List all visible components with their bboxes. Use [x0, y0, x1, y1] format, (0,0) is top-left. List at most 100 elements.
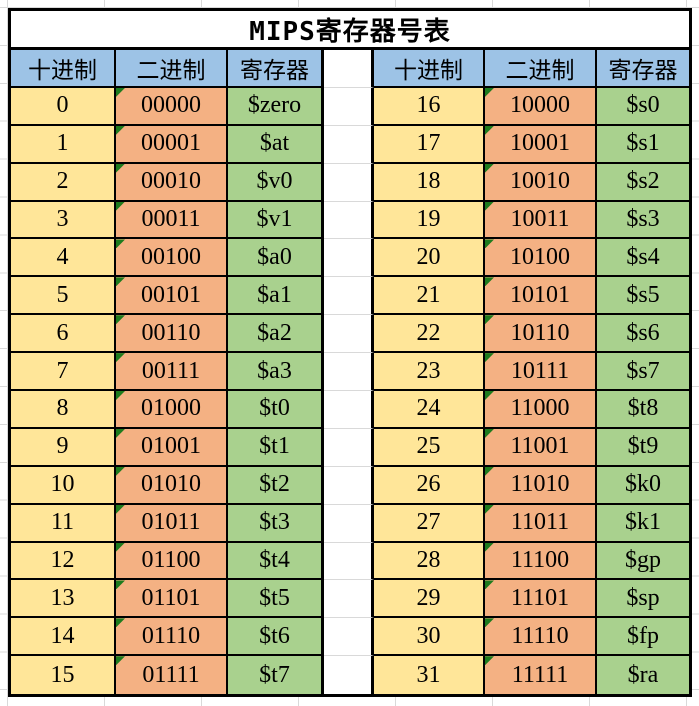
register-cell-left[interactable]: $t3 [228, 504, 324, 543]
gap-cell[interactable] [324, 656, 374, 695]
decimal-cell-right[interactable]: 26 [374, 466, 485, 505]
register-cell-left[interactable]: $a3 [228, 353, 324, 392]
binary-cell-left[interactable]: 01111 [116, 656, 228, 695]
binary-cell-right[interactable]: 10000 [485, 87, 597, 126]
decimal-cell-right[interactable]: 24 [374, 391, 485, 429]
binary-cell-right[interactable]: 11001 [485, 428, 597, 467]
decimal-cell-right[interactable]: 28 [374, 542, 485, 581]
decimal-cell-left[interactable]: 4 [11, 239, 116, 278]
binary-cell-left[interactable]: 00011 [116, 201, 228, 240]
header-register-left[interactable]: 寄存器 [228, 50, 324, 88]
decimal-cell-right[interactable]: 31 [374, 656, 485, 695]
decimal-cell-right[interactable]: 19 [374, 201, 485, 240]
register-cell-right[interactable]: $s3 [597, 201, 689, 240]
decimal-cell-right[interactable]: 25 [374, 428, 485, 467]
decimal-cell-left[interactable]: 7 [11, 353, 116, 392]
register-cell-left[interactable]: $t6 [228, 618, 324, 657]
binary-cell-right[interactable]: 11011 [485, 504, 597, 543]
binary-cell-right[interactable]: 11100 [485, 542, 597, 581]
register-cell-left[interactable]: $a1 [228, 277, 324, 316]
binary-cell-right[interactable]: 10110 [485, 315, 597, 354]
gap-cell[interactable] [324, 542, 374, 581]
decimal-cell-left[interactable]: 11 [11, 504, 116, 543]
decimal-cell-right[interactable]: 17 [374, 125, 485, 164]
decimal-cell-right[interactable]: 29 [374, 580, 485, 619]
decimal-cell-left[interactable]: 15 [11, 656, 116, 695]
binary-cell-left[interactable]: 01110 [116, 618, 228, 657]
decimal-cell-left[interactable]: 2 [11, 163, 116, 202]
decimal-cell-left[interactable]: 13 [11, 580, 116, 619]
gap-cell[interactable] [324, 353, 374, 392]
decimal-cell-left[interactable]: 6 [11, 315, 116, 354]
decimal-cell-right[interactable]: 21 [374, 277, 485, 316]
register-cell-left[interactable]: $a2 [228, 315, 324, 354]
register-cell-right[interactable]: $t9 [597, 428, 689, 467]
register-cell-right[interactable]: $ra [597, 656, 689, 695]
register-cell-left[interactable]: $v1 [228, 201, 324, 240]
decimal-cell-right[interactable]: 30 [374, 618, 485, 657]
gap-cell[interactable] [324, 163, 374, 202]
binary-cell-left[interactable]: 01000 [116, 391, 228, 429]
register-cell-right[interactable]: $fp [597, 618, 689, 657]
binary-cell-left[interactable]: 01010 [116, 466, 228, 505]
register-cell-right[interactable]: $k0 [597, 466, 689, 505]
binary-cell-right[interactable]: 10100 [485, 239, 597, 278]
binary-cell-left[interactable]: 00010 [116, 163, 228, 202]
binary-cell-right[interactable]: 11110 [485, 618, 597, 657]
decimal-cell-left[interactable]: 5 [11, 277, 116, 316]
register-cell-left[interactable]: $t5 [228, 580, 324, 619]
binary-cell-left[interactable]: 01101 [116, 580, 228, 619]
binary-cell-left[interactable]: 01011 [116, 504, 228, 543]
binary-cell-right[interactable]: 10010 [485, 163, 597, 202]
register-cell-left[interactable]: $a0 [228, 239, 324, 278]
register-cell-left[interactable]: $t1 [228, 428, 324, 467]
binary-cell-left[interactable]: 01100 [116, 542, 228, 581]
register-cell-right[interactable]: $s0 [597, 87, 689, 126]
register-cell-right[interactable]: $k1 [597, 504, 689, 543]
decimal-cell-right[interactable]: 27 [374, 504, 485, 543]
gap-cell[interactable] [324, 466, 374, 505]
header-register-right[interactable]: 寄存器 [597, 50, 689, 88]
gap-cell[interactable] [324, 201, 374, 240]
binary-cell-left[interactable]: 00101 [116, 277, 228, 316]
header-decimal-left[interactable]: 十进制 [11, 50, 116, 88]
gap-cell[interactable] [324, 504, 374, 543]
gap-cell[interactable] [324, 239, 374, 278]
register-cell-left[interactable]: $zero [228, 87, 324, 126]
binary-cell-right[interactable]: 11000 [485, 391, 597, 429]
register-cell-right[interactable]: $s6 [597, 315, 689, 354]
decimal-cell-left[interactable]: 3 [11, 201, 116, 240]
binary-cell-left[interactable]: 00100 [116, 239, 228, 278]
binary-cell-left[interactable]: 00110 [116, 315, 228, 354]
register-cell-left[interactable]: $t7 [228, 656, 324, 695]
decimal-cell-left[interactable]: 14 [11, 618, 116, 657]
decimal-cell-right[interactable]: 22 [374, 315, 485, 354]
decimal-cell-right[interactable]: 16 [374, 87, 485, 126]
binary-cell-right[interactable]: 10001 [485, 125, 597, 164]
binary-cell-right[interactable]: 11111 [485, 656, 597, 695]
binary-cell-right[interactable]: 10101 [485, 277, 597, 316]
decimal-cell-left[interactable]: 1 [11, 125, 116, 164]
gap-cell[interactable] [324, 125, 374, 164]
table-title-cell[interactable]: MIPS寄存器号表 [11, 11, 689, 50]
binary-cell-right[interactable]: 11101 [485, 580, 597, 619]
decimal-cell-left[interactable]: 9 [11, 428, 116, 467]
register-cell-right[interactable]: $s2 [597, 163, 689, 202]
gap-cell[interactable] [324, 428, 374, 467]
register-cell-right[interactable]: $s4 [597, 239, 689, 278]
register-cell-left[interactable]: $v0 [228, 163, 324, 202]
binary-cell-right[interactable]: 11010 [485, 466, 597, 505]
binary-cell-left[interactable]: 00001 [116, 125, 228, 164]
register-cell-right[interactable]: $t8 [597, 391, 689, 429]
decimal-cell-right[interactable]: 18 [374, 163, 485, 202]
register-cell-right[interactable]: $gp [597, 542, 689, 581]
register-cell-right[interactable]: $s7 [597, 353, 689, 392]
register-cell-left[interactable]: $at [228, 125, 324, 164]
register-cell-left[interactable]: $t2 [228, 466, 324, 505]
register-cell-right[interactable]: $s1 [597, 125, 689, 164]
decimal-cell-left[interactable]: 8 [11, 391, 116, 429]
register-cell-left[interactable]: $t4 [228, 542, 324, 581]
gap-cell[interactable] [324, 391, 374, 429]
decimal-cell-left[interactable]: 0 [11, 87, 116, 126]
header-binary-left[interactable]: 二进制 [116, 50, 228, 88]
